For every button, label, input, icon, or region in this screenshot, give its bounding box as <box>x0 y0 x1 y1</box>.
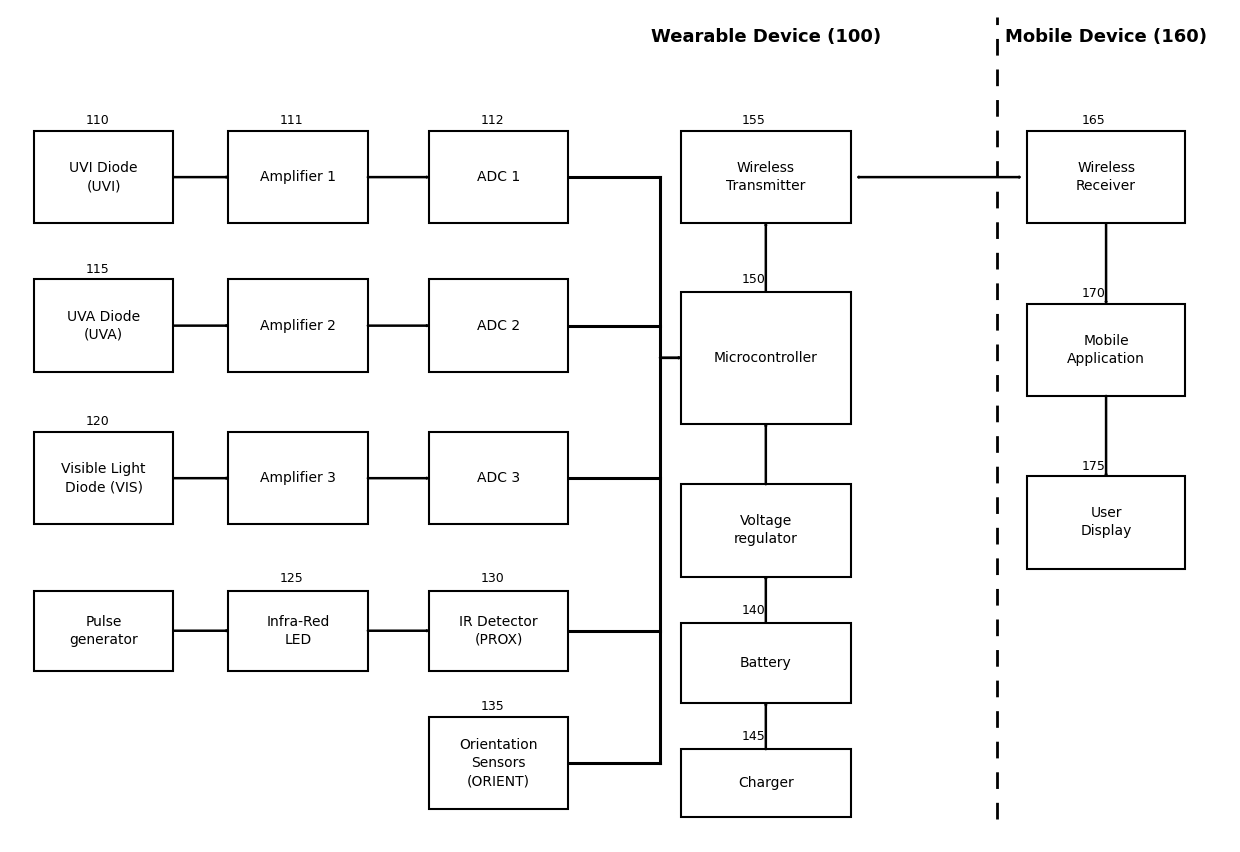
Text: 120: 120 <box>86 416 109 429</box>
FancyBboxPatch shape <box>33 279 174 371</box>
Text: 115: 115 <box>86 263 109 276</box>
Text: 140: 140 <box>742 604 765 617</box>
Text: Visible Light
Diode (VIS): Visible Light Diode (VIS) <box>61 463 146 494</box>
Text: Wearable Device (100): Wearable Device (100) <box>651 27 880 46</box>
Text: UVA Diode
(UVA): UVA Diode (UVA) <box>67 310 140 342</box>
FancyBboxPatch shape <box>228 131 368 223</box>
FancyBboxPatch shape <box>429 131 568 223</box>
Text: IR Detector
(PROX): IR Detector (PROX) <box>459 615 538 647</box>
Text: Microcontroller: Microcontroller <box>714 351 817 365</box>
Text: Orientation
Sensors
(ORIENT): Orientation Sensors (ORIENT) <box>459 739 538 788</box>
Text: Infra-Red
LED: Infra-Red LED <box>267 615 330 647</box>
FancyBboxPatch shape <box>33 131 174 223</box>
Text: Charger: Charger <box>738 776 794 791</box>
Text: 155: 155 <box>742 114 765 127</box>
Text: 112: 112 <box>480 114 503 127</box>
FancyBboxPatch shape <box>429 717 568 809</box>
FancyBboxPatch shape <box>681 749 851 817</box>
Text: Amplifier 2: Amplifier 2 <box>260 319 336 332</box>
Text: 110: 110 <box>86 114 109 127</box>
FancyBboxPatch shape <box>228 590 368 671</box>
Text: 145: 145 <box>742 730 765 743</box>
Text: Voltage
regulator: Voltage regulator <box>734 515 797 546</box>
FancyBboxPatch shape <box>228 432 368 524</box>
FancyBboxPatch shape <box>681 131 851 223</box>
FancyBboxPatch shape <box>681 484 851 577</box>
FancyBboxPatch shape <box>429 590 568 671</box>
FancyBboxPatch shape <box>1027 131 1185 223</box>
Text: 170: 170 <box>1081 287 1106 300</box>
Text: Mobile Device (160): Mobile Device (160) <box>1006 27 1207 46</box>
Text: ADC 3: ADC 3 <box>477 471 520 485</box>
Text: 111: 111 <box>280 114 304 127</box>
FancyBboxPatch shape <box>1027 303 1185 396</box>
FancyBboxPatch shape <box>681 623 851 703</box>
FancyBboxPatch shape <box>33 432 174 524</box>
Text: Amplifier 3: Amplifier 3 <box>260 471 336 485</box>
Text: 130: 130 <box>480 572 503 585</box>
Text: ADC 1: ADC 1 <box>477 170 520 184</box>
FancyBboxPatch shape <box>228 279 368 371</box>
Text: Amplifier 1: Amplifier 1 <box>260 170 336 184</box>
Text: Wireless
Receiver: Wireless Receiver <box>1076 161 1136 193</box>
Text: ADC 2: ADC 2 <box>477 319 520 332</box>
FancyBboxPatch shape <box>1027 476 1185 568</box>
Text: 175: 175 <box>1081 459 1106 473</box>
Text: Pulse
generator: Pulse generator <box>69 615 138 647</box>
FancyBboxPatch shape <box>33 590 174 671</box>
FancyBboxPatch shape <box>429 432 568 524</box>
Text: Battery: Battery <box>740 656 791 670</box>
Text: UVI Diode
(UVI): UVI Diode (UVI) <box>69 161 138 193</box>
Text: 150: 150 <box>742 273 765 285</box>
FancyBboxPatch shape <box>681 291 851 424</box>
FancyBboxPatch shape <box>429 279 568 371</box>
Text: User
Display: User Display <box>1080 506 1132 538</box>
Text: 165: 165 <box>1081 114 1106 127</box>
Text: 125: 125 <box>280 572 304 585</box>
Text: 135: 135 <box>480 700 503 713</box>
Text: Wireless
Transmitter: Wireless Transmitter <box>727 161 806 193</box>
Text: Mobile
Application: Mobile Application <box>1068 334 1145 366</box>
